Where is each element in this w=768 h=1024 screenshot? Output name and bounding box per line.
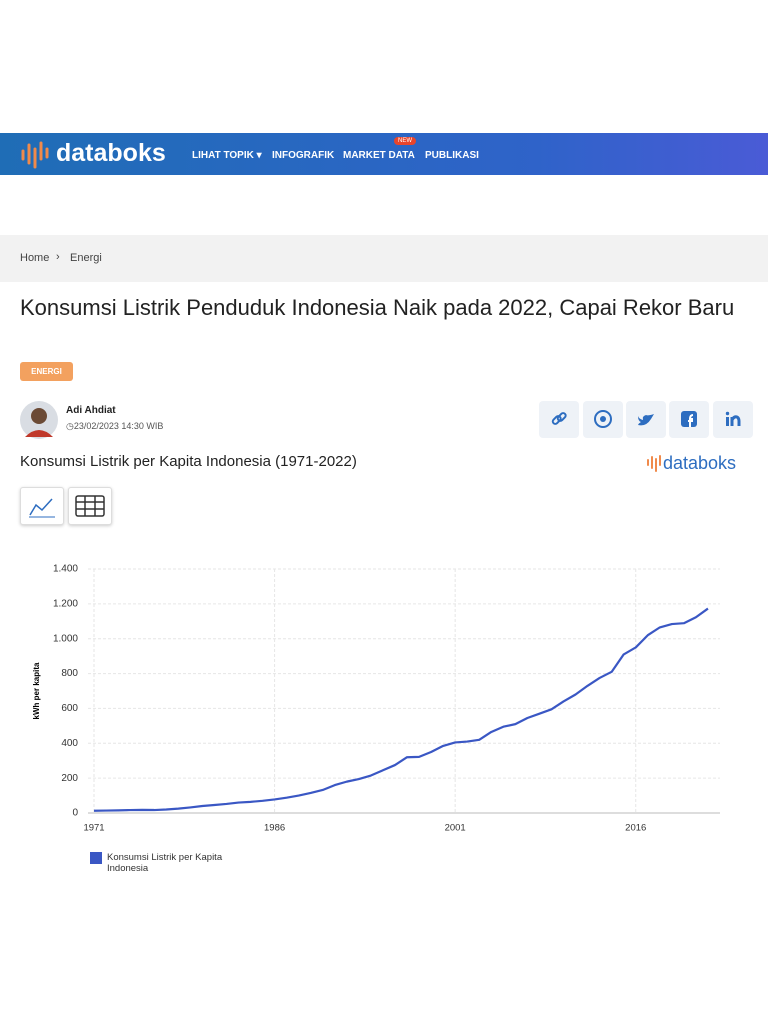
share-link[interactable] [539,401,579,438]
avatar [20,401,58,439]
line-view-button[interactable] [20,487,64,525]
brand: databoks [663,453,737,473]
x-tick-label: 1986 [264,823,285,834]
breadcrumb-bar [0,235,768,282]
date: ◷23/02/2023 14:30 WIB [66,421,164,431]
article-title: Konsumsi Listrik Penduduk Indonesia Naik… [20,295,735,320]
series-line [94,607,709,812]
logo-text[interactable]: databoks [56,139,166,167]
x-tick-label: 1971 [83,823,104,834]
nav-label: LIHAT TOPIK [192,150,254,161]
share-twitter[interactable] [626,401,666,438]
chart-title: Konsumsi Listrik per Kapita Indonesia (1… [20,453,357,470]
y-tick-label: 1.000 [53,633,78,644]
share-facebook[interactable] [669,401,709,438]
y-tick-label: 800 [61,668,78,679]
x-tick-label: 2016 [625,823,646,834]
logo-icon [21,141,49,169]
breadcrumb-home[interactable]: Home [20,252,50,264]
y-tick-label: 0 [72,808,78,819]
breadcrumb-sep: › [56,251,60,263]
legend-swatch[interactable] [90,852,102,864]
author[interactable]: Adi Ahdiat [66,405,116,416]
nav-item[interactable]: INFOGRAFIK [272,150,335,161]
y-tick-label: 400 [61,738,78,749]
share-whatsapp[interactable] [583,401,623,438]
legend-label[interactable]: Konsumsi Listrik per Kapita Indonesia [107,852,223,874]
y-axis-label: kWh per kapita [32,662,41,719]
chart: 0 200 400 600 800 1.000 1.200 1.400 1971 1986 2001… [32,564,720,834]
y-tick-label: 600 [61,703,78,714]
y-tick-label: 200 [61,773,78,784]
y-tick-label: 1.400 [53,564,78,575]
date-text: 23/02/2023 14:30 WIB [73,421,164,431]
tag[interactable]: ENERGI [20,362,73,381]
nav-item[interactable]: LIHAT TOPIK ▾ [192,150,262,161]
top-nav [0,133,768,175]
new-badge: NEW [394,137,416,145]
table-view-button[interactable] [68,487,112,525]
breadcrumb-current[interactable]: Energi [70,252,102,264]
y-tick-label: 1.200 [53,598,78,609]
nav-item[interactable]: PUBLIKASI [425,150,479,161]
nav-item[interactable]: MARKET DATA [343,150,415,161]
brand-icon [647,455,661,472]
x-tick-label: 2001 [445,823,466,834]
share-linkedin[interactable] [713,401,753,438]
